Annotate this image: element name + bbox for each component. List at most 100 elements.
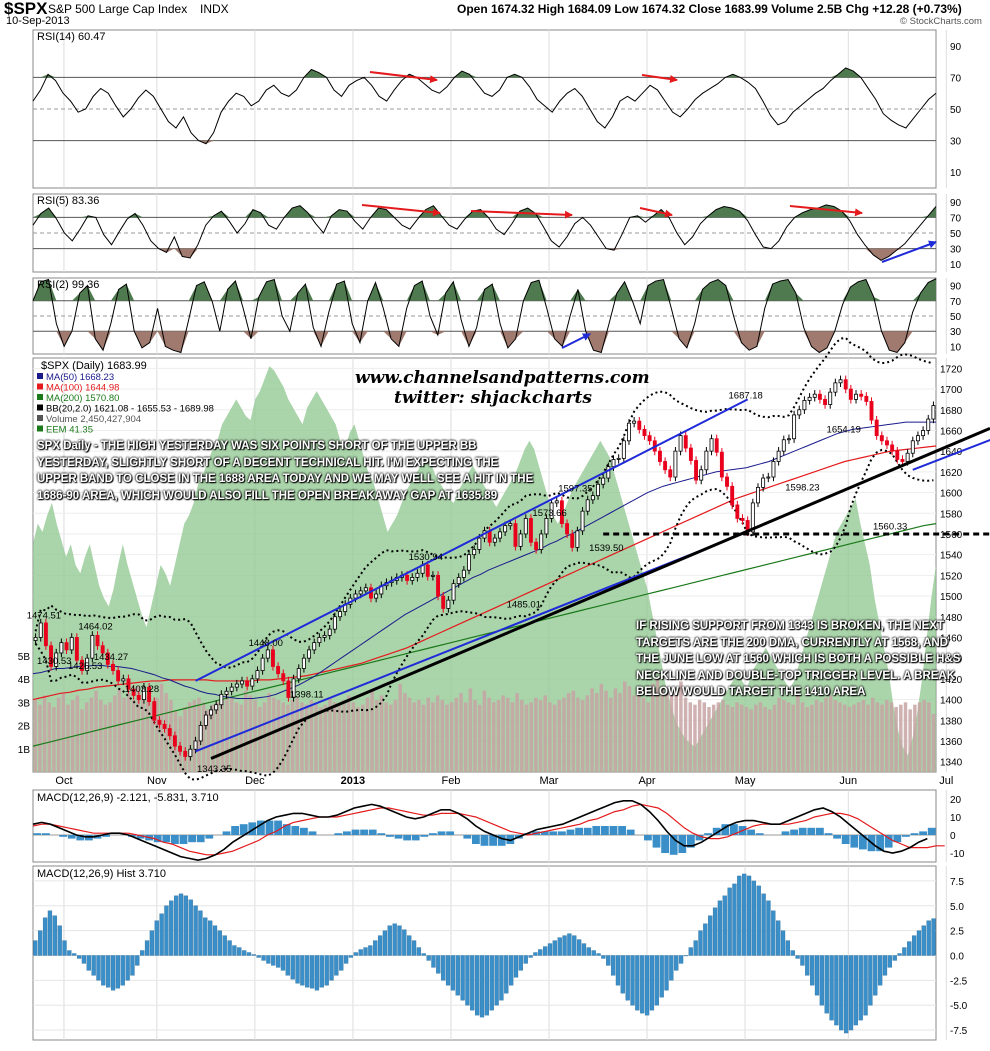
volume-bar <box>852 704 856 772</box>
hist-bar <box>659 955 664 998</box>
price-candle-body <box>585 499 590 512</box>
macd-hist-bar <box>76 835 85 841</box>
price-tick-label: 1520 <box>940 571 963 582</box>
macd-hist-bar <box>205 835 214 839</box>
hist-bar <box>377 935 383 956</box>
macd-hist-bar <box>919 831 927 835</box>
hist-bar <box>547 943 553 956</box>
rsi-tick-label: 70 <box>950 73 962 84</box>
volume-bar <box>548 702 552 772</box>
hist-bar <box>703 923 708 956</box>
macd-hist-bar <box>704 833 712 835</box>
rsi5-divergence-arrow <box>639 207 673 218</box>
volume-bar <box>632 695 636 772</box>
price-candle-body <box>518 533 523 547</box>
price-candle-body <box>358 590 363 595</box>
hist-bar <box>188 899 193 956</box>
macd-hist-bar <box>351 829 360 835</box>
hist-bar <box>280 955 286 971</box>
price-candle-body <box>544 518 549 535</box>
hist-bar <box>567 933 572 956</box>
hist-bar <box>625 955 630 1001</box>
hist-bar <box>533 952 538 956</box>
volume-bar <box>225 693 229 772</box>
price-candle-body <box>554 500 559 504</box>
price-label: 1573.66 <box>532 508 566 519</box>
price-label: 1464.02 <box>78 621 112 632</box>
macd-hist-bar <box>721 824 730 835</box>
macd-hist-bar <box>222 831 231 835</box>
volume-bar <box>431 702 435 772</box>
macd-hist-bar <box>377 833 386 835</box>
price-candle-body <box>498 531 502 539</box>
hist-bar <box>300 955 305 986</box>
macd-hist-bar <box>687 835 695 848</box>
hist-bar <box>392 923 397 956</box>
price-candle-body <box>559 500 564 524</box>
volume-bar <box>220 700 225 772</box>
price-candle-body <box>131 688 136 696</box>
hist-bar <box>261 955 266 961</box>
hist-bar <box>848 955 854 1031</box>
volume-bar <box>529 702 533 772</box>
ma50-line <box>32 421 936 700</box>
hist-bar <box>727 887 732 956</box>
hist-bar <box>237 947 242 956</box>
price-candle-body <box>327 628 332 636</box>
macd-hist-bar <box>274 820 282 835</box>
hist-bar <box>746 875 752 956</box>
hist-bar <box>149 930 155 956</box>
price-candle-body <box>848 388 853 400</box>
hist-bar <box>382 930 388 956</box>
legend-swatch <box>37 394 43 400</box>
hist-bar <box>538 949 543 956</box>
price-candle-body <box>565 523 570 535</box>
price-label: 1403.28 <box>125 684 159 695</box>
price-label: 1398.11 <box>290 690 324 701</box>
volume-bar <box>449 702 454 772</box>
volume-bar <box>375 700 379 772</box>
volume-bar <box>272 697 276 772</box>
macd-hist-bar <box>695 835 704 841</box>
hist-tick-label: 2.5 <box>950 927 964 938</box>
price-candle-body <box>657 450 662 462</box>
hist-bar <box>737 875 742 956</box>
price-candle-body <box>405 574 410 581</box>
hist-bar <box>552 940 557 956</box>
volume-bar <box>421 704 426 772</box>
macd-hist-bar <box>42 833 50 835</box>
price-candle-body <box>265 649 270 659</box>
rsi-tick-label: 70 <box>950 297 962 308</box>
price-candle-body <box>864 395 869 402</box>
macd-hist-bar <box>291 826 300 835</box>
volume-bar <box>281 702 285 772</box>
ma100-line <box>32 445 937 701</box>
price-candle-body <box>725 476 729 487</box>
price-tick-label: 1340 <box>940 758 963 769</box>
macd-hist-bar <box>59 835 67 837</box>
volume-bar <box>337 704 342 772</box>
macd-hist-bar <box>583 827 592 835</box>
price-label: 1448.00 <box>249 638 283 649</box>
macd-hist-bar <box>472 835 480 844</box>
hist-bar <box>266 955 271 964</box>
price-candle-body <box>162 723 167 729</box>
hist-bar <box>208 920 213 956</box>
volume-bar <box>889 702 894 772</box>
hist-bar <box>717 900 723 956</box>
hist-bar <box>504 955 509 994</box>
volume-bar <box>370 690 374 772</box>
price-candle-body <box>590 495 595 501</box>
volume-bar <box>543 695 547 772</box>
price-candle-body <box>513 523 518 547</box>
volume-bar <box>487 697 491 772</box>
hist-bar <box>76 955 82 959</box>
price-candle-body <box>523 518 528 535</box>
macd-hist-bar <box>747 829 755 835</box>
macd-hist-bar <box>755 833 764 835</box>
hist-bar <box>688 947 693 956</box>
ohlc-readout: Open 1674.32 High 1684.09 Low 1674.32 Cl… <box>457 2 962 16</box>
rsi-line <box>32 278 937 354</box>
hist-bar <box>805 955 810 976</box>
volume-tick-label: 4B <box>18 675 31 686</box>
